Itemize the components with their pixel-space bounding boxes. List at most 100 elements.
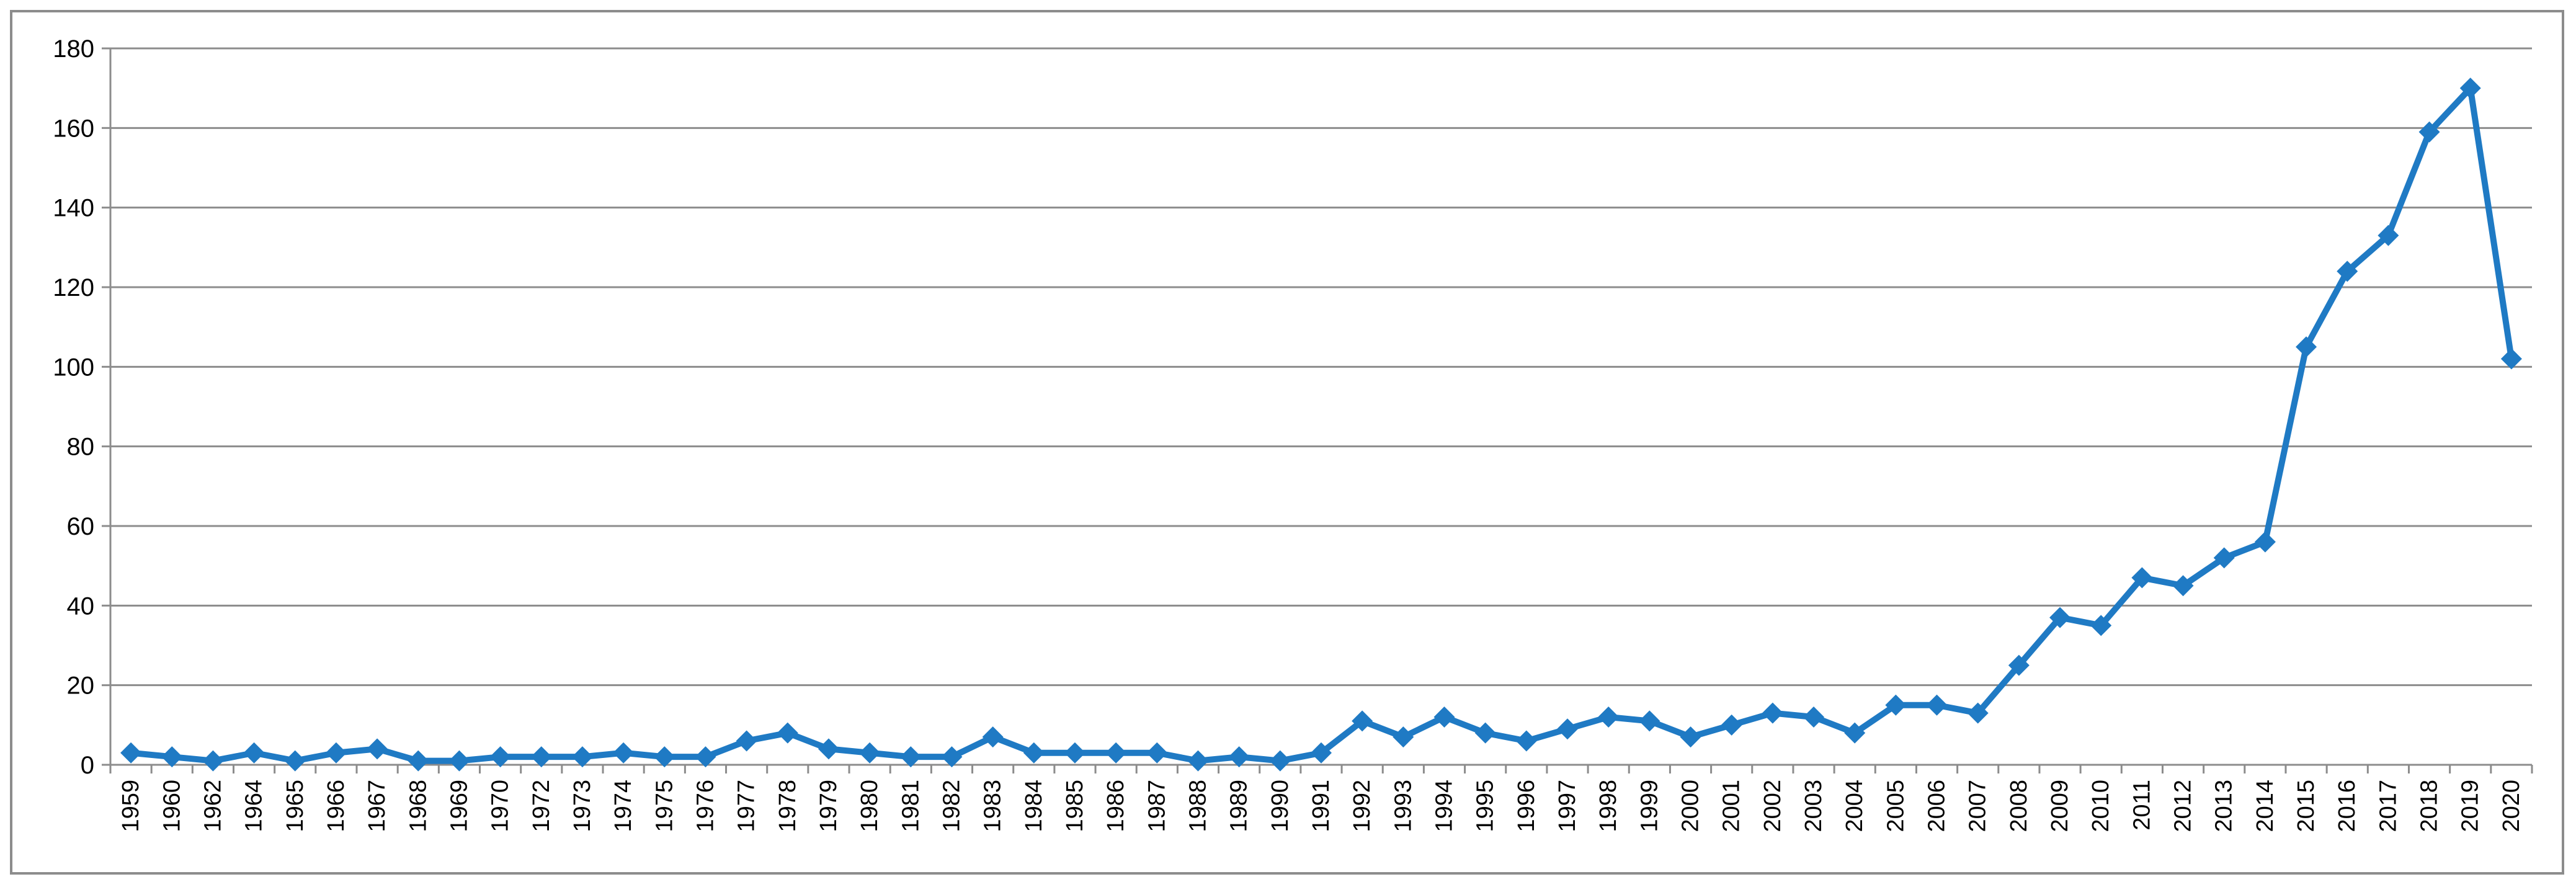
x-tick-label: 1993 — [1390, 780, 1416, 832]
x-tick-label: 1960 — [159, 780, 185, 832]
x-tick-label: 1989 — [1226, 780, 1252, 832]
data-point-1975 — [654, 746, 675, 768]
data-point-2007 — [1967, 702, 1989, 724]
x-tick-label: 1992 — [1349, 780, 1375, 832]
x-tick-label: 2013 — [2211, 780, 2237, 832]
data-point-1966 — [325, 742, 347, 764]
x-tick-label: 1974 — [610, 780, 636, 832]
data-point-1962 — [202, 750, 224, 772]
x-tick-label: 1995 — [1473, 780, 1499, 832]
data-point-1989 — [1228, 746, 1250, 768]
x-tick-label: 2017 — [2375, 780, 2401, 832]
x-tick-label: 2007 — [1965, 780, 1991, 832]
data-point-1976 — [695, 746, 716, 768]
x-tick-label: 1984 — [1021, 780, 1047, 832]
x-tick-label: 1966 — [323, 780, 349, 832]
data-point-1973 — [571, 746, 593, 768]
x-tick-label: 1987 — [1144, 780, 1170, 832]
data-point-1984 — [1023, 742, 1045, 764]
y-tick-label: 80 — [67, 434, 95, 461]
x-axis-tick-labels: 1959 1960 1962 1964 1965 1966 1967 1968 1969 1970… — [118, 780, 2525, 832]
data-point-1993 — [1393, 726, 1414, 748]
y-tick-label: 40 — [67, 592, 95, 620]
x-tick-label: 1968 — [405, 780, 431, 832]
data-point-1986 — [1105, 742, 1127, 764]
x-tick-label: 1990 — [1267, 780, 1293, 832]
x-tick-label: 1981 — [898, 780, 924, 832]
data-point-2004 — [1844, 722, 1866, 744]
data-point-1995 — [1474, 722, 1496, 744]
x-tick-label: 1997 — [1554, 780, 1580, 832]
data-point-1999 — [1639, 710, 1660, 732]
x-tick-label: 2016 — [2334, 780, 2360, 832]
data-point-2019 — [2459, 78, 2481, 99]
data-series — [120, 78, 2522, 772]
data-point-1997 — [1557, 718, 1579, 740]
data-point-2008 — [2008, 654, 2030, 676]
x-tick-label: 1972 — [528, 780, 555, 832]
y-tick-label: 100 — [53, 354, 94, 381]
x-tick-label: 2006 — [1924, 780, 1950, 832]
data-point-2002 — [1762, 702, 1783, 724]
data-point-1996 — [1515, 730, 1537, 752]
y-tick-label: 160 — [53, 115, 94, 142]
x-tick-label: 1980 — [857, 780, 883, 832]
x-tick-label: 1962 — [200, 780, 226, 832]
data-point-1968 — [408, 750, 429, 772]
data-point-1981 — [900, 746, 922, 768]
y-tick-label: 180 — [53, 35, 94, 63]
data-point-2013 — [2213, 547, 2235, 569]
axes — [102, 47, 2533, 773]
x-tick-label: 2000 — [1678, 780, 1704, 832]
data-point-1994 — [1433, 706, 1455, 728]
data-point-1985 — [1064, 742, 1085, 764]
y-axis-tick-labels: 0 20 40 60 80 100 120 140 160 180 — [53, 35, 94, 779]
data-point-2010 — [2090, 615, 2112, 636]
x-tick-label: 1996 — [1513, 780, 1540, 832]
data-point-1983 — [982, 726, 1004, 748]
x-tick-label: 2008 — [2006, 780, 2032, 832]
data-point-1982 — [941, 746, 963, 768]
x-tick-label: 1970 — [488, 780, 514, 832]
data-point-1972 — [530, 746, 552, 768]
x-tick-label: 1978 — [775, 780, 801, 832]
data-point-1960 — [161, 746, 183, 768]
y-tick-label: 60 — [67, 513, 95, 540]
data-point-2017 — [2378, 225, 2399, 246]
x-tick-label: 2003 — [1801, 780, 1827, 832]
x-tick-label: 1959 — [118, 780, 144, 832]
x-tick-label: 1982 — [938, 780, 965, 832]
y-tick-label: 20 — [67, 672, 95, 700]
data-point-1974 — [613, 742, 635, 764]
data-point-1969 — [448, 750, 470, 772]
gridlines — [110, 47, 2532, 687]
x-tick-label: 1964 — [241, 780, 267, 832]
x-tick-label: 1991 — [1308, 780, 1334, 832]
x-tick-label: 1994 — [1432, 780, 1458, 832]
x-tick-label: 2019 — [2458, 780, 2484, 832]
x-tick-label: 1998 — [1595, 780, 1621, 832]
data-point-1964 — [243, 742, 265, 764]
data-point-1992 — [1352, 710, 1373, 732]
y-tick-label: 0 — [81, 752, 94, 779]
x-tick-label: 2002 — [1760, 780, 1786, 832]
data-point-2011 — [2131, 567, 2153, 589]
x-tick-label: 2001 — [1719, 780, 1745, 832]
data-point-2016 — [2337, 261, 2358, 282]
x-tick-label: 1986 — [1103, 780, 1129, 832]
x-tick-label: 1975 — [651, 780, 677, 832]
x-tick-label: 1967 — [364, 780, 390, 832]
x-tick-label: 1976 — [692, 780, 718, 832]
data-point-2003 — [1803, 706, 1825, 728]
data-point-1978 — [777, 722, 798, 744]
x-tick-label: 1985 — [1062, 780, 1088, 832]
data-point-2001 — [1721, 714, 1742, 736]
data-point-1959 — [120, 742, 142, 764]
data-point-2015 — [2296, 336, 2317, 358]
x-tick-label: 1973 — [569, 780, 595, 832]
data-point-1998 — [1598, 706, 1620, 728]
data-point-1991 — [1311, 742, 1332, 764]
data-point-2000 — [1680, 726, 1701, 748]
x-tick-label: 1988 — [1185, 780, 1211, 832]
